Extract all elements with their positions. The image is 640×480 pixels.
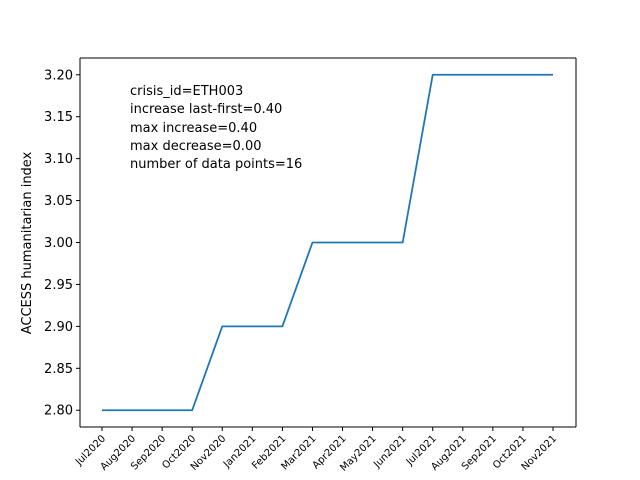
y-tick-label: 3.20 — [44, 68, 73, 83]
y-tick-label: 3.15 — [44, 110, 73, 125]
y-axis-label: ACCESS humanitarian index — [20, 151, 35, 334]
y-axis-ticks: 2.80 2.85 2.90 2.95 3.00 3.05 3.10 3.15 3.20 — [44, 68, 80, 419]
y-tick-label: 2.85 — [44, 362, 73, 377]
annotation-number-of-points: number of data points=16 — [130, 157, 302, 172]
y-tick-label: 3.05 — [44, 194, 73, 209]
annotation-increase-last-first: increase last-first=0.40 — [130, 102, 282, 117]
annotation-box: crisis_id=ETH003 increase last-first=0.4… — [130, 84, 302, 172]
series-line — [102, 73, 553, 412]
y-tick-label: 3.10 — [44, 152, 73, 167]
x-axis-ticks: Jul2020Aug2020Sep2020Oct2020Nov2020Jan20… — [73, 427, 559, 474]
annotation-max-increase: max increase=0.40 — [130, 121, 257, 136]
x-tick-label: Jun2021 — [371, 433, 409, 471]
y-tick-label: 2.95 — [44, 278, 73, 293]
annotation-max-decrease: max decrease=0.00 — [130, 139, 262, 154]
annotation-crisis-id: crisis_id=ETH003 — [130, 84, 243, 99]
y-tick-label: 2.80 — [44, 404, 73, 419]
y-tick-label: 2.90 — [44, 320, 73, 335]
y-tick-label: 3.00 — [44, 236, 73, 251]
